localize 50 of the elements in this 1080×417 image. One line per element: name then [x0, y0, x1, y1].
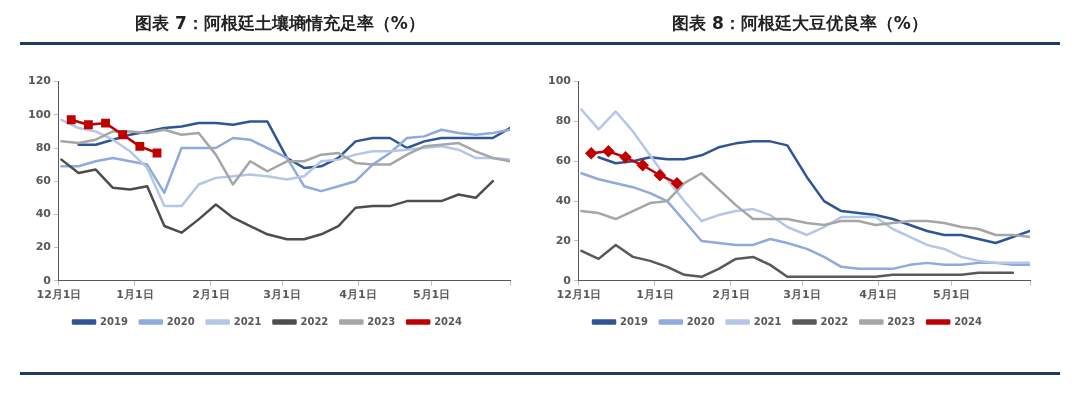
x-tick-label: 12月1日: [556, 288, 602, 302]
legend-label: 2022: [820, 315, 849, 327]
x-tick-label: 5月1日: [932, 288, 971, 302]
point: [636, 159, 649, 172]
point: [83, 120, 93, 130]
point: [118, 130, 128, 140]
point: [66, 115, 76, 125]
legend-label: 2022: [300, 315, 329, 327]
point: [619, 151, 632, 164]
legend-label: 2023: [887, 315, 916, 327]
y-tick-label: 80: [555, 114, 572, 128]
x-tick-label: 1月1日: [636, 288, 674, 302]
chart-title: 图表 8：阿根廷大豆优良率（%）: [671, 12, 929, 35]
x-tick-label: 2月1日: [712, 288, 750, 302]
x-tick-label: 1月1日: [116, 288, 154, 302]
point: [135, 141, 145, 151]
y-tick-label: 80: [35, 140, 52, 154]
legend-label: 2019: [100, 315, 128, 327]
x-tick-label: 3月1日: [783, 288, 821, 302]
legend-label: 2023: [367, 315, 396, 327]
x-tick-label: 5月1日: [412, 288, 451, 302]
y-tick-label: 100: [547, 74, 572, 88]
x-tick-label: 4月1日: [339, 288, 377, 302]
point: [654, 169, 666, 181]
legend-label: 2024: [954, 315, 983, 327]
x-tick-label: 12月1日: [36, 288, 82, 302]
x-tick-label: 3月1日: [263, 288, 301, 302]
y-tick-label: 0: [563, 273, 572, 287]
legend-label: 2021: [753, 315, 782, 327]
y-tick-label: 0: [43, 273, 52, 287]
legend-label: 2024: [434, 315, 463, 327]
y-tick-label: 100: [27, 107, 52, 121]
legend-label: 2020: [686, 315, 715, 327]
y-tick-label: 120: [27, 74, 52, 88]
legend-label: 2019: [620, 315, 648, 327]
y-tick-label: 20: [35, 240, 52, 254]
chart-title: 图表 7：阿根廷土壤墒情充足率（%）: [134, 12, 426, 35]
y-tick-label: 60: [35, 174, 52, 188]
legend-label: 2021: [233, 315, 262, 327]
point: [101, 118, 110, 128]
x-tick-label: 4月1日: [859, 288, 897, 302]
y-tick-label: 60: [555, 154, 572, 168]
point: [602, 145, 615, 158]
y-tick-label: 40: [35, 207, 52, 221]
point: [585, 147, 597, 160]
legend-label: 2020: [166, 315, 195, 327]
point: [671, 177, 683, 189]
y-tick-label: 40: [555, 193, 572, 207]
y-tick-label: 20: [555, 233, 572, 247]
x-tick-label: 2月1日: [192, 288, 230, 302]
